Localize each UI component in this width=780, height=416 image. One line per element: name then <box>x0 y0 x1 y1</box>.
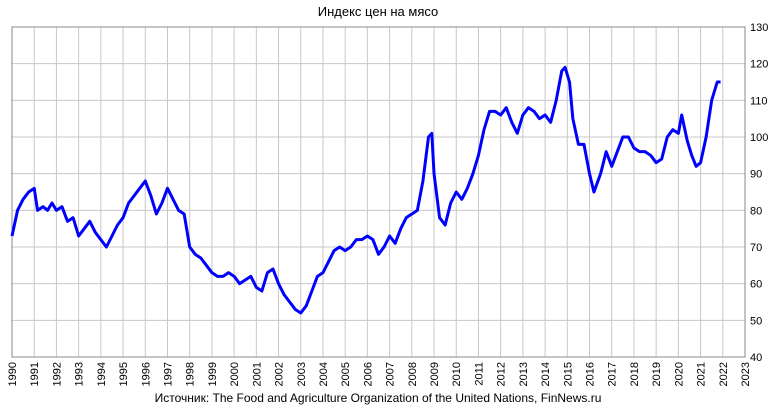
x-tick-label: 1990 <box>7 362 19 386</box>
x-tick-label: 2021 <box>696 362 708 386</box>
x-tick-label: 2003 <box>296 362 308 386</box>
data-line <box>10 65 721 315</box>
y-tick-label: 100 <box>750 132 768 144</box>
x-tick-label: 2012 <box>496 362 508 386</box>
x-tick-label: 2001 <box>251 362 263 386</box>
x-tick-label: 1997 <box>162 362 174 386</box>
x-tick-label: 2016 <box>585 362 597 386</box>
x-tick-label: 2022 <box>718 362 730 386</box>
x-tick-label: 2017 <box>607 362 619 386</box>
y-tick-label: 70 <box>750 242 762 254</box>
x-tick-label: 2020 <box>673 362 685 386</box>
y-tick-label: 50 <box>750 315 762 327</box>
x-tick-label: 1996 <box>140 362 152 386</box>
y-tick-label: 80 <box>750 205 762 217</box>
x-tick-label: 2010 <box>451 362 463 386</box>
y-tick-label: 40 <box>750 352 762 364</box>
y-tick-label: 60 <box>750 279 762 291</box>
x-tick-label: 2011 <box>473 362 485 386</box>
x-tick-label: 2015 <box>562 362 574 386</box>
x-tick-label: 1995 <box>118 362 130 386</box>
x-tick-label: 2014 <box>540 362 552 386</box>
source-note: Источник: The Food and Agriculture Organ… <box>155 391 602 405</box>
plot-frame <box>11 26 746 358</box>
x-tick-label: 2009 <box>429 362 441 386</box>
x-tick-label: 2000 <box>229 362 241 386</box>
x-tick-label: 2007 <box>385 362 397 386</box>
x-tick-label: 2019 <box>651 362 663 386</box>
y-tick-label: 130 <box>750 22 768 34</box>
x-tick-label: 2004 <box>318 362 330 386</box>
x-tick-label: 2023 <box>740 362 752 386</box>
x-tick-label: 1993 <box>74 362 86 386</box>
x-tick-label: 1994 <box>96 362 108 386</box>
chart-title: Индекс цен на мясо <box>318 4 438 19</box>
y-tick-label: 110 <box>750 95 768 107</box>
x-tick-label: 2006 <box>362 362 374 386</box>
x-tick-label: 1999 <box>207 362 219 386</box>
x-tick-label: 2013 <box>518 362 530 386</box>
x-tick-label: 2008 <box>407 362 419 386</box>
x-tick-label: 1991 <box>29 362 41 386</box>
y-tick-label: 120 <box>750 59 768 71</box>
x-tick-label: 1998 <box>185 362 197 386</box>
y-tick-label: 90 <box>750 169 762 181</box>
x-tick-label: 2005 <box>340 362 352 386</box>
x-tick-label: 2002 <box>274 362 286 386</box>
x-tick-label: 2018 <box>629 362 641 386</box>
x-tick-label: 1992 <box>51 362 63 386</box>
